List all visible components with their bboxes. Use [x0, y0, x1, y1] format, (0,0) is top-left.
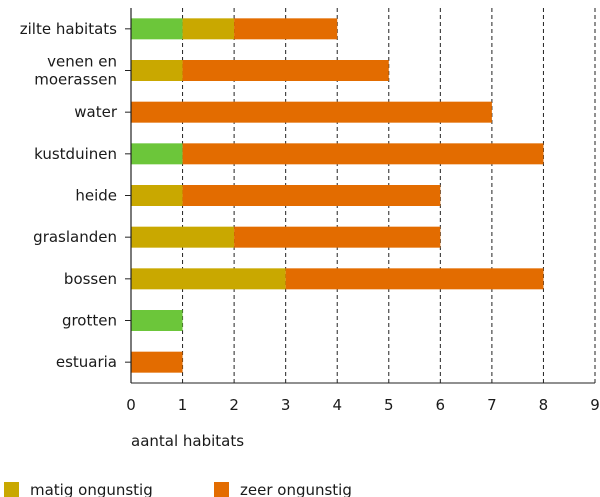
bar-segment-zeer [182, 60, 389, 81]
category-label: venen en moerassen [34, 53, 117, 89]
legend-swatch [4, 482, 19, 497]
bar-segment-matig [182, 18, 235, 40]
x-axis-title: aantal habitats [131, 432, 244, 450]
bars [131, 18, 544, 373]
bar-segment-zeer [285, 268, 544, 290]
x-tick-label: 6 [436, 396, 446, 414]
category-label: bossen [64, 270, 117, 288]
x-tick-label: 7 [487, 396, 497, 414]
x-tick-label: 0 [126, 396, 136, 414]
x-tick-label: 2 [229, 396, 239, 414]
bar-segment-groen [131, 143, 183, 165]
bar-segment-matig [131, 185, 183, 206]
axes [125, 8, 595, 384]
bar-segment-zeer [182, 185, 441, 206]
category-label: grotten [62, 312, 117, 330]
category-labels: zilte habitats venen en moerassen water kust… [20, 20, 118, 371]
bar-segment-matig [131, 60, 183, 81]
x-tick-labels: 0 1 2 3 4 5 6 7 8 9 [126, 396, 600, 414]
x-tick-label: 4 [332, 396, 342, 414]
x-tick-label: 1 [178, 396, 188, 414]
x-tick-label: 8 [539, 396, 549, 414]
legend-swatch [214, 482, 229, 497]
category-label: estuaria [56, 353, 117, 371]
category-label: zilte habitats [20, 20, 117, 38]
category-label: kustduinen [34, 145, 117, 163]
x-tick-label: 9 [590, 396, 600, 414]
bar-segment-groen [131, 18, 183, 40]
legend-label: matig ongunstig [30, 481, 153, 497]
bar-segment-groen [131, 310, 183, 331]
category-label: graslanden [33, 228, 117, 246]
bar-segment-zeer [131, 101, 492, 123]
bar-segment-matig [131, 268, 286, 290]
category-label: heide [75, 187, 117, 205]
bar-segment-matig [131, 226, 235, 248]
bar-segment-zeer [234, 18, 338, 40]
legend-label: zeer ongunstig [240, 481, 352, 497]
bar-segment-zeer [234, 226, 441, 248]
bar-segment-zeer [182, 143, 544, 165]
legend: matig ongunstig zeer ongunstig [4, 481, 352, 497]
category-label: water [74, 103, 118, 121]
bar-segment-zeer [131, 351, 183, 373]
x-tick-label: 3 [281, 396, 291, 414]
x-tick-label: 5 [384, 396, 394, 414]
